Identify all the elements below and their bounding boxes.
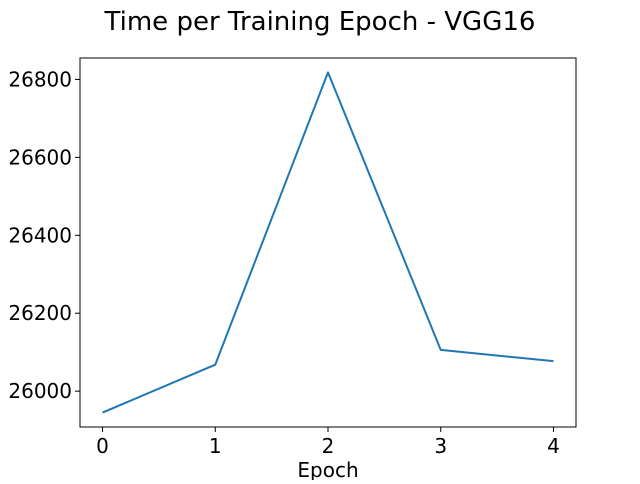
series-line bbox=[103, 72, 554, 412]
y-tick-label: 26000 bbox=[8, 379, 72, 403]
x-tick-label: 4 bbox=[547, 434, 560, 458]
x-tick-label: 2 bbox=[322, 434, 335, 458]
series-layer bbox=[102, 72, 553, 412]
x-tick-label: 0 bbox=[96, 434, 109, 458]
x-axis-ticks: 0 1 2 3 4 bbox=[96, 427, 560, 458]
x-tick-label: 3 bbox=[434, 434, 447, 458]
y-tick-label: 26400 bbox=[8, 223, 72, 247]
y-tick-label: 26800 bbox=[8, 67, 72, 91]
y-axis-ticks: 26000 26200 26400 26600 26800 bbox=[8, 67, 80, 403]
chart-title: Time per Training Epoch - VGG16 bbox=[104, 7, 536, 37]
x-axis-label: Epoch bbox=[297, 458, 358, 480]
y-tick-label: 26200 bbox=[8, 301, 72, 325]
y-tick-label: 26600 bbox=[8, 145, 72, 169]
x-tick-label: 1 bbox=[209, 434, 222, 458]
plot-area-frame bbox=[80, 58, 576, 427]
